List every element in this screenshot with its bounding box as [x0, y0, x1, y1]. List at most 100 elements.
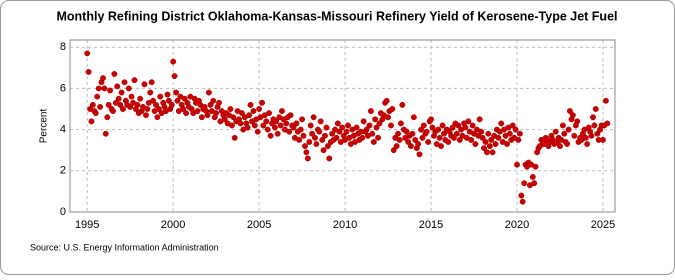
data-point [375, 134, 382, 141]
data-point [302, 143, 308, 150]
data-point [105, 101, 112, 108]
data-point [107, 87, 114, 94]
data-point [582, 134, 589, 141]
x-tick-label: 2010 [333, 219, 357, 231]
data-point [438, 143, 444, 150]
data-point [251, 122, 258, 129]
data-point [114, 83, 121, 90]
data-point [287, 112, 294, 119]
data-point [254, 128, 261, 135]
data-point [412, 136, 419, 143]
data-point [456, 136, 463, 143]
data-point [415, 141, 422, 147]
data-point [450, 134, 457, 141]
data-point [89, 101, 96, 108]
data-point [304, 155, 311, 162]
data-point [165, 97, 172, 104]
data-point [359, 134, 366, 141]
data-point [462, 124, 469, 131]
data-point [479, 134, 486, 141]
data-point [429, 124, 436, 131]
data-point [283, 120, 290, 127]
data-point [591, 122, 598, 129]
data-point [588, 132, 595, 139]
data-point [303, 149, 310, 156]
data-point [465, 118, 472, 125]
data-point [439, 122, 446, 129]
data-point [260, 122, 267, 129]
data-point [273, 118, 280, 125]
data-point [518, 192, 525, 199]
data-point [266, 110, 273, 117]
data-point [389, 106, 396, 112]
data-point [306, 139, 313, 145]
data-point [148, 79, 155, 86]
data-point [481, 145, 487, 152]
chart-title: Monthly Refining District Oklahoma-Kansa… [57, 9, 618, 23]
data-point [363, 126, 370, 133]
data-point [521, 180, 528, 187]
data-point [84, 50, 91, 57]
data-point [85, 68, 92, 75]
data-point [372, 116, 379, 123]
x-tick-label: 2025 [591, 219, 615, 231]
data-point [529, 174, 536, 180]
data-point [590, 114, 596, 121]
y-tick-label: 8 [60, 41, 66, 53]
data-point [469, 122, 476, 129]
data-point [343, 128, 350, 135]
data-point [207, 101, 214, 108]
data-point [194, 108, 201, 115]
data-point [154, 114, 161, 121]
data-point [137, 95, 144, 102]
data-point [97, 103, 104, 110]
data-point [455, 122, 462, 129]
data-point [326, 155, 333, 162]
data-point [370, 139, 377, 145]
data-point [476, 116, 483, 123]
data-point [531, 180, 538, 187]
data-point [244, 124, 251, 131]
data-point [263, 118, 270, 125]
data-point [367, 108, 374, 115]
data-point [509, 122, 516, 129]
data-point [155, 106, 162, 112]
data-point [498, 120, 505, 127]
data-point [183, 110, 189, 117]
data-point [238, 110, 245, 117]
data-point [210, 97, 217, 104]
data-point [561, 130, 568, 137]
data-point [247, 101, 254, 108]
data-point [320, 147, 327, 154]
data-point [336, 128, 343, 135]
data-point [567, 108, 573, 115]
data-point [376, 120, 383, 127]
y-tick-label: 0 [60, 206, 66, 218]
data-point [293, 120, 300, 127]
data-point [360, 118, 367, 125]
data-point [369, 130, 376, 137]
data-point [594, 130, 601, 137]
data-point [410, 114, 417, 121]
data-point [483, 149, 490, 156]
data-point [204, 112, 211, 119]
data-point [478, 128, 485, 135]
data-point [168, 101, 175, 108]
data-point [88, 118, 95, 125]
data-point [565, 126, 572, 133]
data-point [322, 132, 328, 139]
data-point [339, 124, 346, 131]
data-point [174, 97, 181, 104]
data-point [144, 106, 151, 112]
data-point [310, 114, 317, 121]
data-point [323, 124, 330, 131]
data-point [296, 136, 303, 143]
data-point [271, 124, 278, 131]
data-point [569, 112, 576, 119]
data-point [127, 103, 134, 110]
data-point [418, 126, 425, 133]
data-point [231, 134, 238, 141]
data-point [385, 114, 392, 121]
